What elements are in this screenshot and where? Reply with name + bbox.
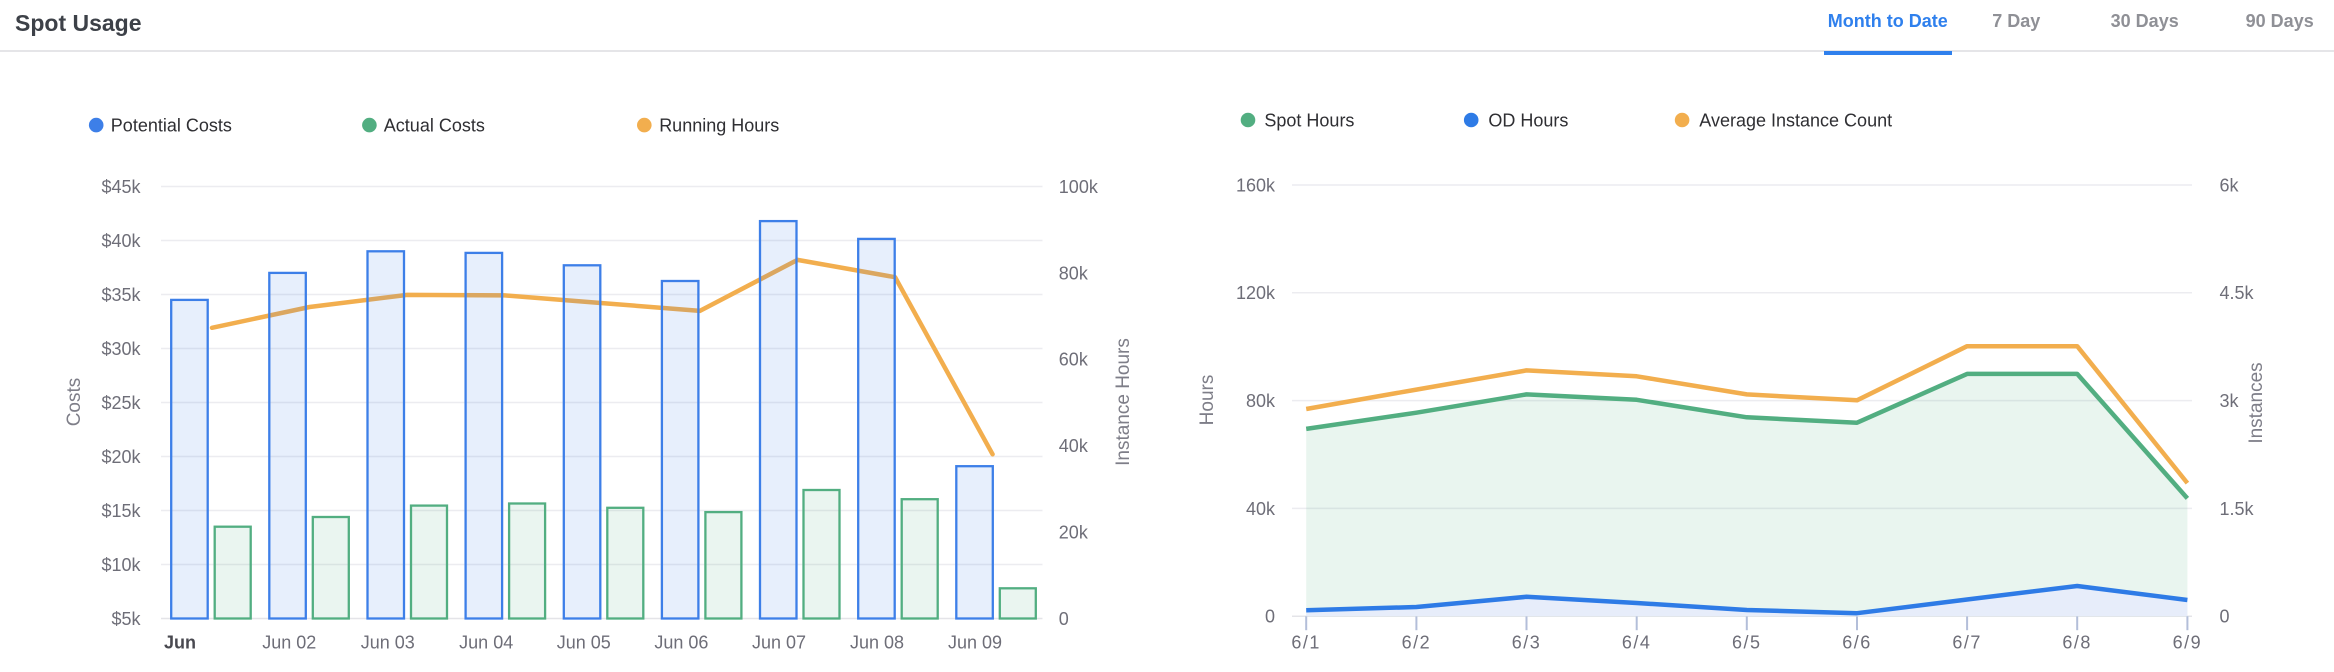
svg-text:40k: 40k <box>1059 436 1089 456</box>
svg-text:Actual Costs: Actual Costs <box>384 116 485 136</box>
svg-text:$20k: $20k <box>101 447 141 467</box>
svg-text:0: 0 <box>2220 607 2230 627</box>
svg-text:Running Hours: Running Hours <box>659 116 779 136</box>
svg-text:$45k: $45k <box>101 177 141 197</box>
svg-text:$40k: $40k <box>101 231 141 251</box>
svg-text:6/2: 6/2 <box>1402 633 1432 653</box>
svg-text:Jun: Jun <box>164 633 196 653</box>
svg-text:Jun 03: Jun 03 <box>361 633 415 653</box>
svg-text:3k: 3k <box>2220 391 2240 411</box>
svg-text:Spot Hours: Spot Hours <box>1264 111 1354 131</box>
svg-text:Instance Hours: Instance Hours <box>1113 338 1134 466</box>
svg-text:Hours: Hours <box>1197 375 1218 426</box>
svg-text:0: 0 <box>1265 607 1275 627</box>
svg-text:20k: 20k <box>1059 523 1089 543</box>
svg-text:6/1: 6/1 <box>1291 633 1321 653</box>
svg-text:100k: 100k <box>1059 177 1099 197</box>
svg-text:Jun 05: Jun 05 <box>557 633 611 653</box>
svg-text:40k: 40k <box>1246 499 1276 519</box>
svg-text:$10k: $10k <box>101 555 141 575</box>
svg-text:6k: 6k <box>2220 175 2240 195</box>
svg-text:80k: 80k <box>1246 391 1276 411</box>
svg-text:Potential Costs: Potential Costs <box>111 116 232 136</box>
svg-text:60k: 60k <box>1059 350 1089 370</box>
svg-text:$15k: $15k <box>101 501 141 521</box>
svg-text:Jun 02: Jun 02 <box>262 633 316 653</box>
svg-text:$30k: $30k <box>101 339 141 359</box>
svg-text:$25k: $25k <box>101 393 141 413</box>
svg-text:OD Hours: OD Hours <box>1488 111 1568 131</box>
svg-text:Costs: Costs <box>64 378 85 427</box>
svg-text:$35k: $35k <box>101 285 141 305</box>
svg-text:6/4: 6/4 <box>1622 633 1652 653</box>
svg-text:6/7: 6/7 <box>1952 633 1982 653</box>
svg-text:Jun 04: Jun 04 <box>459 633 513 653</box>
svg-text:6/6: 6/6 <box>1842 633 1872 653</box>
svg-text:6/5: 6/5 <box>1732 633 1762 653</box>
svg-text:6/8: 6/8 <box>2062 633 2092 653</box>
svg-text:$5k: $5k <box>111 609 141 629</box>
svg-text:Jun 06: Jun 06 <box>654 633 708 653</box>
svg-text:Jun 07: Jun 07 <box>752 633 806 653</box>
svg-text:6/3: 6/3 <box>1512 633 1542 653</box>
svg-text:4.5k: 4.5k <box>2220 283 2255 303</box>
svg-text:80k: 80k <box>1059 263 1089 283</box>
svg-text:6/9: 6/9 <box>2173 633 2203 653</box>
svg-text:Jun 08: Jun 08 <box>850 633 904 653</box>
svg-text:0: 0 <box>1059 609 1069 629</box>
svg-text:120k: 120k <box>1236 283 1276 303</box>
svg-text:160k: 160k <box>1236 175 1276 195</box>
svg-text:Jun 09: Jun 09 <box>948 633 1002 653</box>
svg-text:Average Instance Count: Average Instance Count <box>1699 111 1892 131</box>
svg-text:Instances: Instances <box>2246 362 2267 443</box>
svg-text:1.5k: 1.5k <box>2220 499 2255 519</box>
